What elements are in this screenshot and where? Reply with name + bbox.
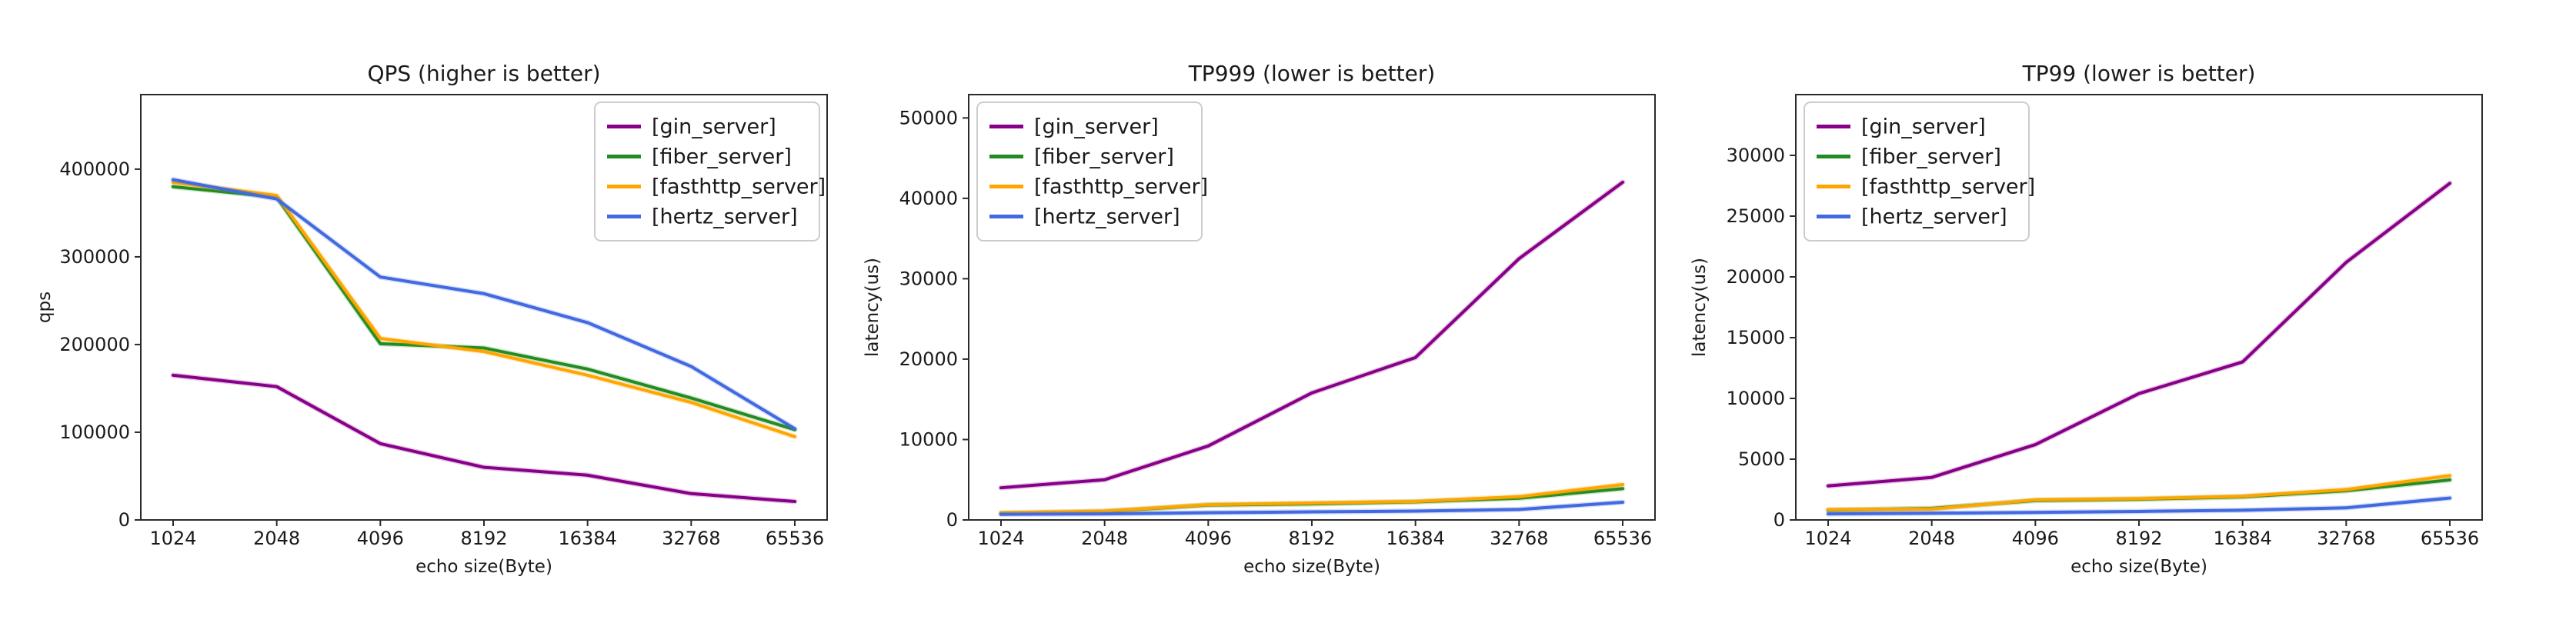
x-tick-label: 4096: [1185, 528, 1232, 549]
series-line-hertz_server: [999, 501, 1624, 516]
y-tick-label: 200000: [59, 334, 130, 355]
legend-box: [1804, 102, 2030, 242]
x-tick-label: 32768: [1490, 528, 1548, 549]
legend-label: [hertz_server]: [1861, 205, 2007, 229]
legend-label: [fasthttp_server]: [1861, 175, 2035, 199]
legend-item: [fiber_server]: [1817, 145, 2001, 169]
y-axis: 0 100000 200000 300000 400000: [59, 158, 141, 531]
x-tick-label: 65536: [2421, 528, 2479, 549]
x-tick-label: 16384: [1386, 528, 1444, 549]
series-line-gin_server: [172, 373, 796, 504]
x-axis: 1024 2048 4096 8192 16384 32768 65536: [1804, 520, 2479, 549]
legend-label: [fiber_server]: [1861, 145, 2001, 169]
legend: [gin_server] [fiber_server] [fasthttp_serv…: [976, 102, 1208, 242]
legend-label: [hertz_server]: [1034, 205, 1180, 229]
x-tick-label: 8192: [1288, 528, 1335, 549]
series-line-fasthttp_server: [999, 483, 1624, 515]
legend-label: [gin_server]: [652, 115, 776, 139]
y-axis: 0 5000 10000 15000 20000 25000 30000: [1727, 145, 1796, 531]
legend-item: [gin_server]: [607, 115, 776, 139]
legend-item: [hertz_server]: [1817, 205, 2007, 229]
y-tick-label: 30000: [899, 268, 958, 289]
series-line-hertz_server: [1827, 496, 2451, 516]
x-axis-label: echo size(Byte): [415, 557, 552, 577]
y-tick-label: 5000: [1738, 448, 1785, 470]
x-tick-label: 4096: [357, 528, 404, 549]
x-tick-label: 16384: [558, 528, 616, 549]
series-halo-gin_server: [170, 372, 798, 505]
y-tick-label: 30000: [1727, 145, 1785, 166]
y-tick-label: 100000: [59, 421, 130, 443]
y-tick-label: 50000: [899, 107, 958, 128]
x-tick-label: 2048: [1081, 528, 1128, 549]
x-axis-label: echo size(Byte): [2070, 557, 2207, 577]
x-tick-label: 65536: [766, 528, 824, 549]
x-tick-label: 8192: [2115, 528, 2162, 549]
legend-label: [fasthttp_server]: [1034, 175, 1208, 199]
legend-label: [fiber_server]: [1034, 145, 1174, 169]
x-axis-label: echo size(Byte): [1243, 557, 1380, 577]
y-tick-label: 300000: [59, 246, 130, 268]
chart-tp99: TP99 (lower is better) 0 5000 10000 15000 200…: [1690, 61, 2483, 577]
legend-label: [fasthttp_server]: [652, 175, 826, 199]
x-tick-label: 1024: [977, 528, 1024, 549]
legend-item: [fasthttp_server]: [1817, 175, 2035, 199]
chart-title: TP99 (lower is better): [2022, 61, 2256, 86]
legend-label: [hertz_server]: [652, 205, 798, 229]
legend: [gin_server] [fiber_server] [fasthttp_serv…: [594, 102, 826, 242]
x-tick-label: 2048: [253, 528, 300, 549]
y-tick-label: 400000: [59, 158, 130, 180]
chart-title: TP999 (lower is better): [1188, 61, 1436, 86]
legend-item: [hertz_server]: [989, 205, 1180, 229]
legend-item: [gin_server]: [1817, 115, 1986, 139]
series-line-hertz_server: [172, 178, 796, 431]
y-tick-label: 40000: [899, 188, 958, 209]
chart-qps: QPS (higher is better) 0 100000 200000 30000…: [35, 61, 828, 577]
x-tick-label: 2048: [1908, 528, 1955, 549]
y-axis-label: qps: [35, 292, 55, 323]
x-tick-label: 32768: [2317, 528, 2375, 549]
series-line-fasthttp_server: [1827, 474, 2451, 511]
series-line-gin_server: [999, 180, 1624, 490]
legend-item: [fasthttp_server]: [607, 175, 826, 199]
legend: [gin_server] [fiber_server] [fasthttp_serv…: [1804, 102, 2035, 242]
legend-box: [594, 102, 820, 242]
legend-label: [gin_server]: [1861, 115, 1986, 139]
legend-label: [gin_server]: [1034, 115, 1159, 139]
y-axis-label: latency(us): [863, 258, 883, 357]
series-line-gin_server: [1827, 182, 2451, 488]
y-tick-label: 10000: [1727, 388, 1785, 409]
legend-item: [gin_server]: [989, 115, 1159, 139]
legend-box: [976, 102, 1203, 242]
y-tick-label: 0: [1774, 509, 1785, 531]
legend-item: [fasthttp_server]: [989, 175, 1208, 199]
y-tick-label: 20000: [1727, 266, 1785, 288]
series-line-fasthttp_server: [172, 181, 796, 438]
y-tick-label: 10000: [899, 428, 958, 450]
x-tick-label: 65536: [1593, 528, 1652, 549]
y-tick-label: 0: [118, 509, 130, 531]
x-tick-label: 8192: [460, 528, 507, 549]
legend-item: [fiber_server]: [607, 145, 792, 169]
legend-label: [fiber_server]: [652, 145, 792, 169]
y-tick-label: 0: [946, 509, 958, 531]
x-tick-label: 4096: [2012, 528, 2059, 549]
x-tick-label: 1024: [149, 528, 196, 549]
x-axis: 1024 2048 4096 8192 16384 32768 65536: [977, 520, 1652, 549]
x-tick-label: 1024: [1804, 528, 1851, 549]
x-axis: 1024 2048 4096 8192 16384 32768 65536: [149, 520, 824, 549]
legend-item: [fiber_server]: [989, 145, 1174, 169]
chart-tp999: TP999 (lower is better) 0 10000 20000 30000 4…: [863, 61, 1656, 577]
y-tick-label: 20000: [899, 348, 958, 370]
y-tick-label: 25000: [1727, 205, 1785, 227]
y-axis-label: latency(us): [1690, 258, 1710, 357]
y-axis: 0 10000 20000 30000 40000 50000: [899, 107, 969, 531]
y-tick-label: 15000: [1727, 327, 1785, 348]
chart-title: QPS (higher is better): [367, 61, 600, 86]
x-tick-label: 32768: [662, 528, 720, 549]
legend-item: [hertz_server]: [607, 205, 798, 229]
x-tick-label: 16384: [2213, 528, 2271, 549]
